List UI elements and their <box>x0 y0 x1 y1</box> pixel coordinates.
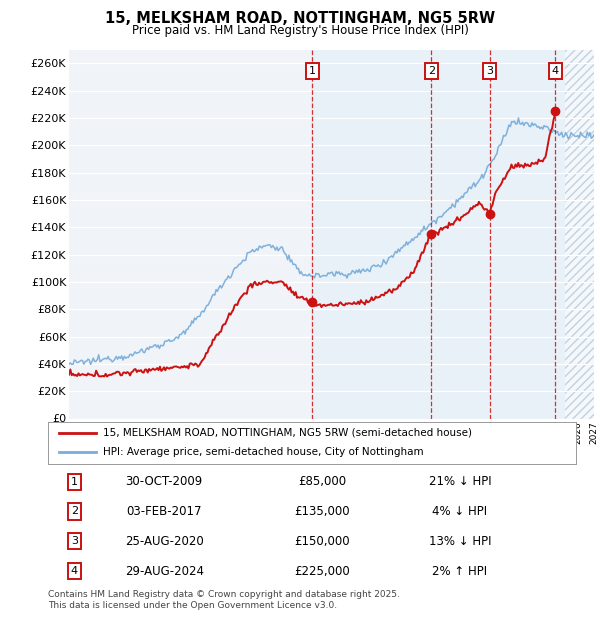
Text: Contains HM Land Registry data © Crown copyright and database right 2025.
This d: Contains HM Land Registry data © Crown c… <box>48 590 400 609</box>
Text: 1: 1 <box>309 66 316 76</box>
Text: 3: 3 <box>487 66 493 76</box>
Text: £135,000: £135,000 <box>295 505 350 518</box>
Text: Price paid vs. HM Land Registry's House Price Index (HPI): Price paid vs. HM Land Registry's House … <box>131 24 469 37</box>
Text: 30-OCT-2009: 30-OCT-2009 <box>125 476 203 488</box>
Text: 3: 3 <box>71 536 78 546</box>
Text: £225,000: £225,000 <box>295 565 350 577</box>
Text: 2% ↑ HPI: 2% ↑ HPI <box>432 565 487 577</box>
Text: 1: 1 <box>71 477 78 487</box>
Bar <box>311 50 594 419</box>
Text: 25-AUG-2020: 25-AUG-2020 <box>125 535 203 547</box>
Text: 4: 4 <box>71 566 78 576</box>
Text: 13% ↓ HPI: 13% ↓ HPI <box>428 535 491 547</box>
Text: 2: 2 <box>428 66 435 76</box>
Text: 4% ↓ HPI: 4% ↓ HPI <box>432 505 487 518</box>
Text: 15, MELKSHAM ROAD, NOTTINGHAM, NG5 5RW: 15, MELKSHAM ROAD, NOTTINGHAM, NG5 5RW <box>105 11 495 26</box>
Text: 03-FEB-2017: 03-FEB-2017 <box>127 505 202 518</box>
Text: 15, MELKSHAM ROAD, NOTTINGHAM, NG5 5RW (semi-detached house): 15, MELKSHAM ROAD, NOTTINGHAM, NG5 5RW (… <box>103 428 472 438</box>
Text: £150,000: £150,000 <box>295 535 350 547</box>
Text: 2: 2 <box>71 507 78 516</box>
Bar <box>565 50 594 419</box>
Text: 4: 4 <box>552 66 559 76</box>
Text: 29-AUG-2024: 29-AUG-2024 <box>125 565 203 577</box>
Text: 21% ↓ HPI: 21% ↓ HPI <box>428 476 491 488</box>
Text: £85,000: £85,000 <box>298 476 347 488</box>
Text: HPI: Average price, semi-detached house, City of Nottingham: HPI: Average price, semi-detached house,… <box>103 448 424 458</box>
